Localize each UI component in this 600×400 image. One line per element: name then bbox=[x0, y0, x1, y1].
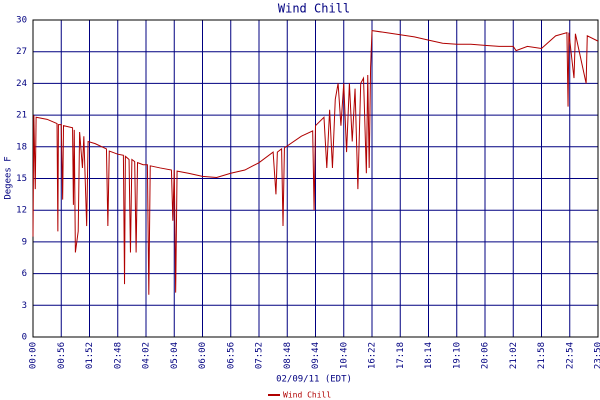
x-tick-label: 00:00 bbox=[29, 342, 39, 369]
x-tick-label: 21:58 bbox=[537, 342, 547, 369]
y-tick-label: 9 bbox=[22, 237, 27, 247]
x-tick-label: 05:04 bbox=[170, 342, 180, 369]
y-tick-label: 12 bbox=[16, 206, 27, 216]
y-tick-label: 6 bbox=[22, 269, 27, 279]
x-tick-label: 09:44 bbox=[311, 342, 321, 369]
chart-title: Wind Chill bbox=[278, 2, 350, 16]
x-axis-label: 02/09/11 (EDT) bbox=[276, 375, 352, 385]
x-tick-label: 08:48 bbox=[283, 342, 293, 369]
x-tick-label: 22:54 bbox=[565, 342, 575, 369]
x-tick-label: 06:56 bbox=[226, 342, 236, 369]
x-tick-label: 20:06 bbox=[481, 342, 491, 369]
y-tick-label: 0 bbox=[22, 333, 27, 343]
x-tick-label: 00:56 bbox=[57, 342, 67, 369]
y-tick-label: 15 bbox=[16, 174, 27, 184]
y-tick-label: 27 bbox=[16, 47, 27, 57]
x-tick-label: 02:48 bbox=[113, 342, 123, 369]
x-tick-label: 23:50 bbox=[594, 342, 600, 369]
x-tick-label: 07:52 bbox=[255, 342, 265, 369]
x-tick-label: 04:02 bbox=[142, 342, 152, 369]
legend-label: Wind Chill bbox=[283, 391, 331, 400]
x-tick-label: 10:40 bbox=[339, 342, 349, 369]
y-axis-label: Degees F bbox=[4, 156, 14, 199]
x-tick-label: 06:00 bbox=[198, 342, 208, 369]
y-tick-label: 18 bbox=[16, 142, 27, 152]
x-tick-label: 18:14 bbox=[424, 342, 434, 369]
x-tick-label: 01:52 bbox=[85, 342, 95, 369]
y-tick-label: 30 bbox=[16, 16, 27, 26]
y-tick-label: 24 bbox=[16, 79, 27, 89]
x-tick-label: 17:18 bbox=[396, 342, 406, 369]
x-tick-label: 19:10 bbox=[452, 342, 462, 369]
x-tick-label: 16:22 bbox=[368, 342, 378, 369]
y-tick-label: 3 bbox=[22, 301, 27, 311]
x-tick-label: 21:02 bbox=[509, 342, 519, 369]
y-tick-label: 21 bbox=[16, 111, 27, 121]
data-line bbox=[32, 29, 599, 295]
